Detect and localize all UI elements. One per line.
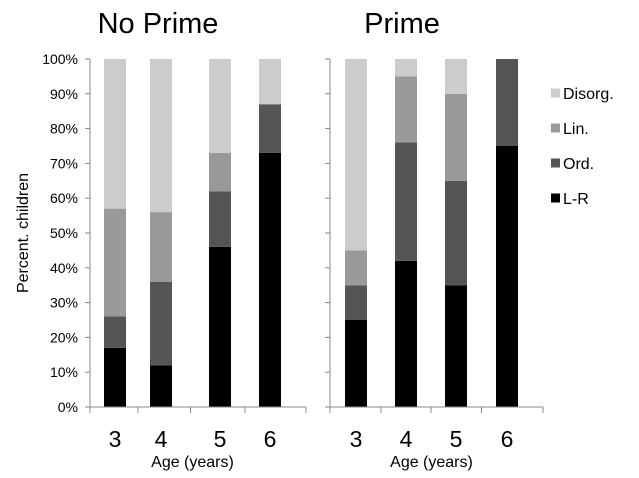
bar-segment — [445, 59, 467, 94]
bar-segment — [445, 285, 467, 407]
x-tick-label: 6 — [264, 426, 277, 452]
bar-segment — [445, 93, 467, 181]
bar-segment — [395, 142, 417, 261]
legend-swatch — [551, 88, 560, 98]
bar-segment — [345, 320, 367, 407]
y-tick-label: 80% — [50, 121, 78, 137]
legend-swatch — [551, 123, 560, 133]
y-tick-label: 20% — [50, 329, 78, 345]
y-tick-label: 70% — [50, 155, 78, 171]
bar-segment — [395, 76, 417, 143]
y-tick-label: 100% — [42, 51, 78, 67]
x-tick-label: 5 — [214, 426, 227, 452]
bar-segment — [150, 59, 172, 213]
bar-segment — [150, 365, 172, 407]
bar-segment — [395, 260, 417, 407]
bar-segment — [395, 59, 417, 77]
x-tick-label: 4 — [155, 426, 168, 452]
legend-label: Lin. — [563, 121, 589, 138]
y-tick-label: 40% — [50, 260, 78, 276]
y-tick-label: 50% — [50, 225, 78, 241]
legend-label: L-R — [563, 191, 589, 208]
x-tick-label: 6 — [501, 426, 514, 452]
legend-swatch — [551, 158, 560, 168]
x-axis-label: Age (years) — [390, 454, 473, 471]
x-tick-label: 3 — [350, 426, 363, 452]
bar-segment — [345, 59, 367, 251]
bar-segment — [209, 191, 231, 247]
x-axis-label: Age (years) — [151, 454, 234, 471]
legend-label: Disorg. — [563, 86, 614, 103]
bar-segment — [259, 59, 281, 105]
y-tick-label: 60% — [50, 190, 78, 206]
y-axis-label: Percent. children — [15, 173, 32, 293]
y-tick-label: 0% — [58, 399, 78, 415]
legend-label: Ord. — [563, 156, 594, 173]
bar-segment — [345, 250, 367, 286]
bar-segment — [345, 285, 367, 320]
y-tick-label: 10% — [50, 364, 78, 380]
bar-segment — [445, 180, 467, 286]
bar-segment — [496, 59, 518, 146]
x-tick-label: 4 — [400, 426, 413, 452]
bar-segment — [150, 281, 172, 366]
legend-swatch — [551, 193, 560, 203]
bar-segment — [104, 347, 126, 407]
bar-segment — [104, 316, 126, 348]
bar-segment — [259, 104, 281, 153]
y-tick-label: 30% — [50, 295, 78, 311]
x-tick-label: 3 — [109, 426, 122, 452]
bar-segment — [150, 212, 172, 282]
bar-segment — [104, 208, 126, 317]
panel-title: Prime — [364, 8, 440, 40]
bar-segment — [496, 146, 518, 407]
bar-segment — [209, 246, 231, 407]
panel-title: No Prime — [98, 8, 219, 40]
bar-segment — [209, 152, 231, 192]
bar-segment — [104, 59, 126, 209]
bar-segment — [209, 59, 231, 153]
bar-segment — [259, 152, 281, 407]
x-tick-label: 5 — [450, 426, 463, 452]
y-tick-label: 90% — [50, 86, 78, 102]
